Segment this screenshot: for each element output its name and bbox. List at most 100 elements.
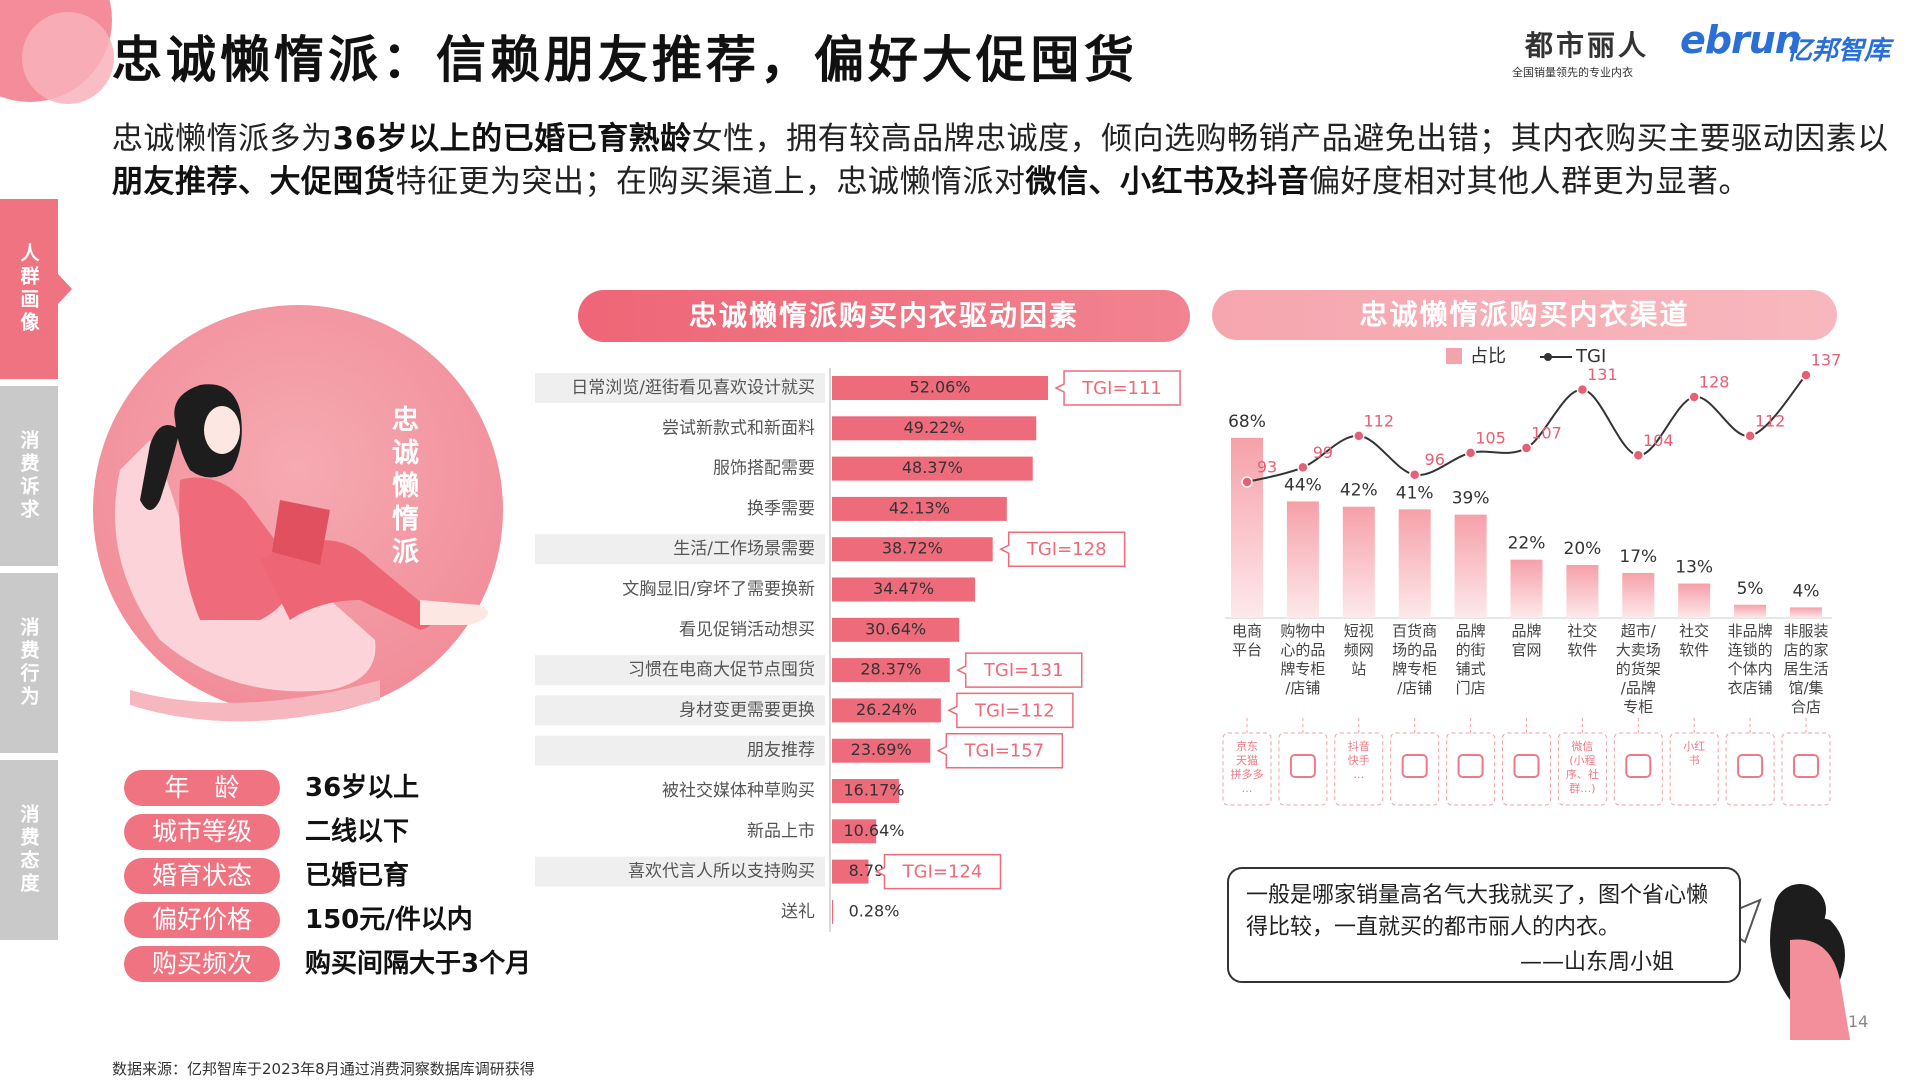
icon	[1289, 754, 1316, 778]
tgi-value: 93	[1257, 458, 1277, 477]
category-label: 生活/工作场景需要	[673, 539, 815, 559]
tgi-label: TGI=124	[902, 862, 983, 883]
intro-segment: 微信、小红书及抖音	[1025, 164, 1309, 200]
logo-brand: 都市丽人	[1525, 29, 1650, 62]
icon	[1793, 754, 1819, 778]
tgi-point	[1241, 476, 1253, 488]
category-label: 身材变更需要更换	[679, 700, 815, 720]
category-label: 尝试新款式和新面料	[662, 418, 815, 438]
sidebar-tab: 消费诉求	[0, 386, 58, 566]
row-highlight	[535, 695, 825, 726]
bar	[1342, 506, 1375, 618]
chart-header-pill	[1212, 290, 1837, 340]
category-label: 百货商 场的品 牌专柜 /店铺	[1392, 622, 1438, 697]
chart-header-pill	[578, 290, 1190, 342]
tgi-box	[874, 853, 1002, 890]
icon	[1401, 754, 1428, 778]
value-label: 39%	[1452, 489, 1490, 509]
icon-box	[1613, 732, 1663, 806]
legend-label: 占比	[1470, 346, 1506, 367]
attribute-value: 已婚已育	[305, 861, 410, 891]
value-label: 41%	[1396, 483, 1434, 503]
bar	[832, 577, 976, 602]
bar	[1622, 572, 1655, 618]
attribute-label: 城市等级	[124, 814, 280, 850]
bar	[832, 456, 1033, 481]
icon	[1457, 754, 1484, 778]
bar	[1678, 583, 1711, 618]
sidebar-tab: 消费态度	[0, 760, 58, 940]
value-label: 68%	[1228, 412, 1266, 432]
tgi-box	[956, 652, 1083, 688]
tgi-point	[1408, 468, 1421, 481]
value-label: 16.17%	[843, 781, 904, 800]
category-label: 短视 频网 站	[1343, 622, 1374, 678]
tgi-point	[1576, 383, 1589, 396]
slide-title: 忠诚懒惰派：信赖朋友推荐，偏好大促囤货	[112, 31, 1138, 89]
tgi-value: 96	[1425, 450, 1445, 469]
row-highlight	[535, 655, 825, 686]
bar	[832, 496, 1007, 521]
attribute-label: 购买频次	[124, 946, 280, 982]
legend-swatch	[1446, 348, 1462, 364]
chart-title: 忠诚懒惰派购买内衣渠道	[1359, 298, 1690, 331]
attribute-value: 二线以下	[305, 817, 410, 847]
tgi-value: 107	[1531, 423, 1562, 442]
bar	[832, 658, 950, 683]
category-label: 送礼	[781, 902, 815, 922]
sidebar-tab: 消费行为	[0, 573, 58, 753]
quote-box	[1227, 867, 1741, 983]
quote-author: ——山东周小姐	[1520, 950, 1675, 975]
bar	[832, 859, 869, 884]
face	[204, 406, 240, 454]
category-label: 喜欢代言人所以支持购买	[628, 862, 815, 882]
tgi-value: 99	[1313, 443, 1333, 462]
icon-box	[1390, 732, 1440, 806]
bar	[1398, 509, 1431, 618]
tgi-label: TGI=131	[983, 660, 1064, 681]
bar	[1734, 604, 1767, 618]
icon-box	[1725, 732, 1775, 806]
category-label: 超市/ 大卖场 的货架 /品牌 专柜	[1615, 622, 1661, 716]
category-label: 社交 软件	[1679, 622, 1710, 659]
tgi-box	[1054, 370, 1181, 406]
value-label: 17%	[1619, 547, 1657, 567]
value-label: 48.37%	[902, 458, 963, 477]
bar	[1510, 559, 1543, 618]
quote-figure-body	[1790, 939, 1850, 1040]
bar	[832, 819, 877, 844]
tgi-value: 131	[1587, 365, 1618, 384]
intro-segment: 忠诚懒惰派多为	[112, 121, 333, 157]
logo-ebrun-cn: 亿邦智库	[1786, 36, 1891, 66]
bar	[832, 617, 960, 642]
bar	[1790, 607, 1822, 618]
tgi-label: TGI=157	[963, 741, 1044, 762]
icon-box	[1334, 732, 1384, 806]
intro-segment: 女性，拥有较高品牌忠诚度，倾向选购畅销产品避免出错；其内衣购买主要驱动因素以	[691, 121, 1889, 157]
category-label: 新品上市	[747, 821, 815, 841]
tgi-point	[1632, 449, 1645, 462]
armchair	[115, 440, 376, 692]
chart-title: 忠诚懒惰派购买内衣驱动因素	[688, 299, 1079, 332]
tgi-value: 128	[1699, 372, 1730, 391]
value-label: 42.13%	[889, 498, 950, 517]
legend-label: TGI	[1575, 346, 1606, 367]
row-highlight	[535, 735, 825, 766]
attribute-label: 偏好价格	[124, 902, 280, 938]
bar	[832, 899, 834, 924]
row-highlight	[535, 373, 825, 403]
tgi-label: TGI=111	[1081, 378, 1162, 399]
row-highlight	[535, 534, 825, 565]
legend-dot	[1544, 353, 1552, 361]
tgi-point	[1800, 369, 1812, 381]
attribute-value: 购买间隔大于3个月	[305, 949, 532, 979]
book	[272, 500, 330, 565]
icon	[1737, 754, 1764, 778]
intro-segment: 朋友推荐、大促囤货	[112, 164, 396, 200]
category-label: 品牌 的街 铺式 门店	[1455, 622, 1486, 697]
value-label: 52.06%	[910, 378, 971, 397]
tgi-point	[1744, 430, 1756, 442]
icon-text: 小红 书	[1683, 740, 1706, 767]
icon-box	[1557, 732, 1607, 806]
